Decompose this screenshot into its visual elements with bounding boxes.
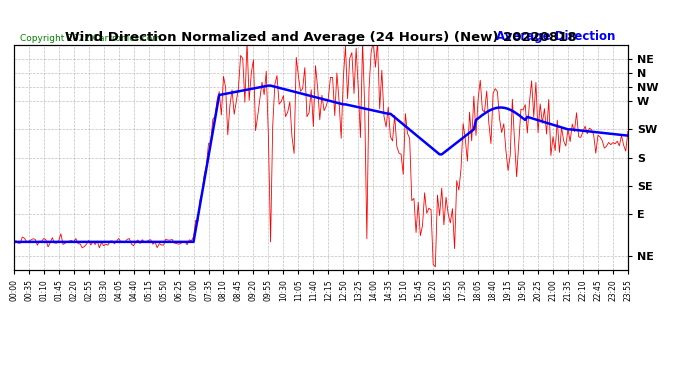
Text: Average Direction: Average Direction — [496, 30, 615, 43]
Title: Wind Direction Normalized and Average (24 Hours) (New) 20220818: Wind Direction Normalized and Average (2… — [65, 31, 577, 44]
Text: Copyright 2022 Cartronics.com: Copyright 2022 Cartronics.com — [20, 34, 161, 43]
